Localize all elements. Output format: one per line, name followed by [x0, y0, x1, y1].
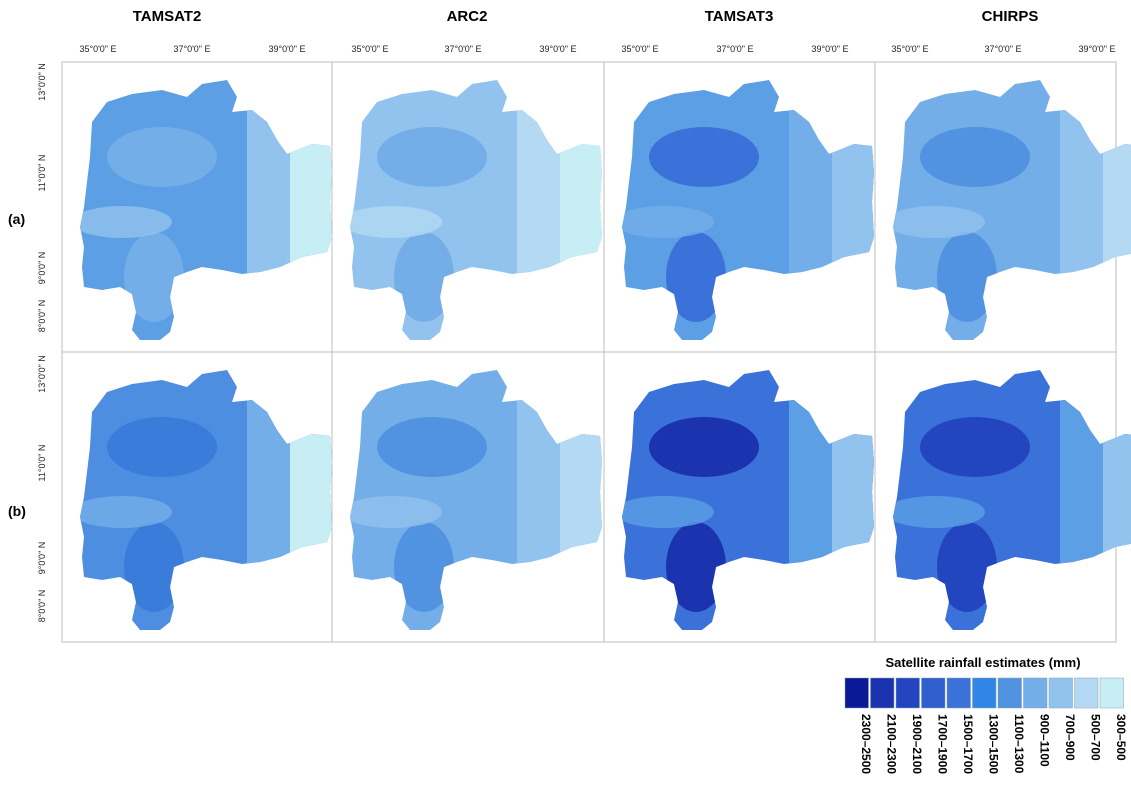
legend-class-label: 500–700 — [1088, 714, 1102, 761]
lat-tick-9-b: 9°0'0" N — [37, 542, 47, 575]
lon-tick-39: 39°0'0" E — [268, 44, 305, 54]
legend: Satellite rainfall estimates (mm) 2300–2… — [844, 655, 1128, 774]
legend-class-label: 1100–1300 — [1012, 714, 1026, 774]
legend-swatch — [921, 677, 946, 709]
map-panel-b-arc2 — [350, 370, 602, 630]
map-panel-b-tamsat3 — [622, 370, 874, 630]
lat-tick-labels: 13°0'0" N 11°0'0" N 9°0'0" N 8°0'0" N 13… — [37, 63, 47, 622]
legend-class-label: 1700–1900 — [935, 714, 949, 774]
legend-swatch — [844, 677, 869, 709]
legend-swatch — [972, 677, 997, 709]
lon-tick-35: 35°0'0" E — [79, 44, 116, 54]
lon-tick-37: 37°0'0" E — [716, 44, 753, 54]
lat-tick-11-b: 11°0'0" N — [37, 445, 47, 482]
lat-tick-8-b: 8°0'0" N — [37, 590, 47, 623]
lat-tick-8-a: 8°0'0" N — [37, 300, 47, 333]
legend-class-label: 2300–2500 — [859, 714, 873, 774]
row-label-a: (a) — [8, 211, 25, 227]
lon-tick-39: 39°0'0" E — [811, 44, 848, 54]
legend-swatch — [1048, 677, 1073, 709]
lat-tick-9-a: 9°0'0" N — [37, 252, 47, 285]
map-panel-a-chirps — [893, 80, 1131, 340]
legend-swatches: 2300–2500 2100–2300 1900–2100 1700–1900 1500… — [844, 677, 1128, 774]
lon-tick-labels: 35°0'0" E 37°0'0" E 39°0'0" E 35°0'0" E … — [79, 44, 1115, 54]
col-title-arc2: ARC2 — [447, 8, 488, 25]
map-panel-a-arc2 — [350, 80, 602, 340]
map-panel-a-tamsat3 — [622, 80, 874, 340]
lon-tick-35: 35°0'0" E — [621, 44, 658, 54]
lat-tick-13-a: 13°0'0" N — [37, 63, 47, 101]
lon-tick-35: 35°0'0" E — [351, 44, 388, 54]
lat-tick-13-b: 13°0'0" N — [37, 355, 47, 393]
lon-tick-37: 37°0'0" E — [173, 44, 210, 54]
legend-class-label: 1500–1700 — [961, 714, 975, 774]
lon-tick-39: 39°0'0" E — [1078, 44, 1115, 54]
legend-class-label: 900–1100 — [1037, 714, 1051, 767]
map-panel-b-tamsat2 — [80, 370, 332, 630]
legend-class-label: 1900–2100 — [910, 714, 924, 774]
lon-tick-39: 39°0'0" E — [539, 44, 576, 54]
legend-swatch — [870, 677, 895, 709]
legend-class-label: 1300–1500 — [986, 714, 1000, 774]
col-title-tamsat2: TAMSAT2 — [133, 8, 202, 25]
legend-title: Satellite rainfall estimates (mm) — [885, 655, 1080, 670]
map-panel-b-chirps — [893, 370, 1131, 630]
legend-swatch — [895, 677, 920, 709]
col-title-tamsat3: TAMSAT3 — [705, 8, 774, 25]
legend-class-label: 700–900 — [1063, 714, 1077, 761]
legend-swatch — [1099, 677, 1124, 709]
lat-tick-11-a: 11°0'0" N — [37, 155, 47, 192]
legend-swatch — [1023, 677, 1048, 709]
legend-swatch — [997, 677, 1022, 709]
legend-swatch — [946, 677, 971, 709]
legend-class-label: 2100–2300 — [884, 714, 898, 774]
col-title-chirps: CHIRPS — [982, 8, 1039, 25]
map-panel-a-tamsat2 — [80, 80, 332, 340]
lon-tick-37: 37°0'0" E — [444, 44, 481, 54]
legend-swatch — [1074, 677, 1099, 709]
lon-tick-35: 35°0'0" E — [891, 44, 928, 54]
row-label-b: (b) — [8, 503, 26, 519]
lon-tick-37: 37°0'0" E — [984, 44, 1021, 54]
map-frame — [61, 61, 1117, 643]
legend-class-label: 300–500 — [1114, 714, 1128, 761]
